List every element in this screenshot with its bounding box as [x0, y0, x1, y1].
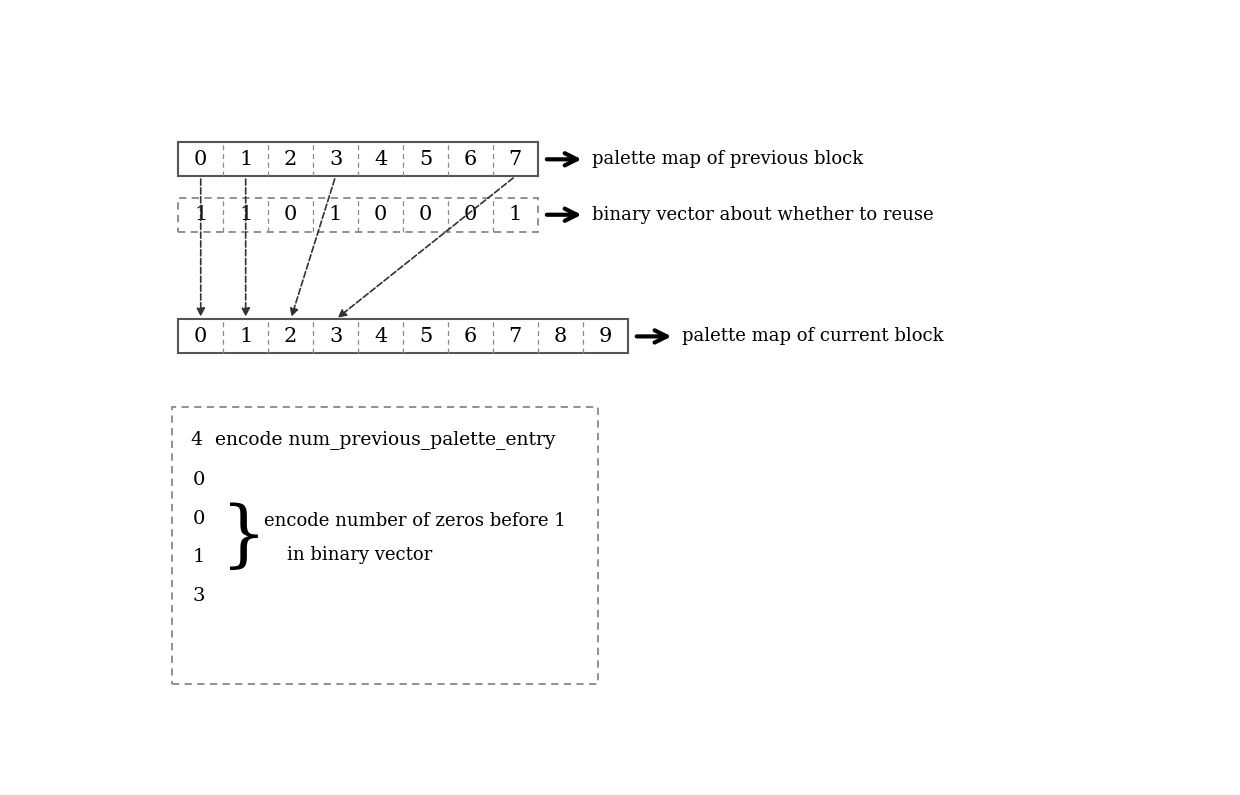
Text: 5: 5: [419, 327, 432, 346]
Text: 0: 0: [193, 149, 207, 169]
Text: 9: 9: [599, 327, 613, 346]
Text: 7: 7: [508, 327, 522, 346]
Text: encode number of zeros before 1: encode number of zeros before 1: [263, 512, 565, 530]
Text: 1: 1: [239, 149, 253, 169]
Text: 2: 2: [284, 149, 298, 169]
Text: }: }: [221, 503, 267, 573]
Text: 3: 3: [329, 327, 342, 346]
Text: 0: 0: [284, 205, 298, 224]
Text: 3: 3: [193, 587, 206, 605]
Text: in binary vector: in binary vector: [286, 546, 432, 564]
Text: 4: 4: [374, 327, 387, 346]
Text: 1: 1: [193, 205, 207, 224]
Text: 1: 1: [193, 549, 206, 566]
Text: palette map of previous block: palette map of previous block: [591, 150, 863, 169]
Text: 0: 0: [373, 205, 387, 224]
Text: 1: 1: [329, 205, 342, 224]
Text: 0: 0: [193, 327, 207, 346]
Text: 0: 0: [193, 471, 206, 490]
Text: 0: 0: [464, 205, 477, 224]
Text: 7: 7: [508, 149, 522, 169]
Text: 8: 8: [554, 327, 567, 346]
Text: 0: 0: [419, 205, 433, 224]
Text: 3: 3: [329, 149, 342, 169]
Text: 1: 1: [508, 205, 522, 224]
Text: palette map of current block: palette map of current block: [682, 328, 944, 345]
Text: 6: 6: [464, 149, 477, 169]
Text: 1: 1: [239, 205, 253, 224]
Text: 4: 4: [374, 149, 387, 169]
Text: 6: 6: [464, 327, 477, 346]
Text: binary vector about whether to reuse: binary vector about whether to reuse: [591, 206, 934, 223]
Text: 5: 5: [419, 149, 432, 169]
Text: 0: 0: [193, 510, 206, 528]
Text: 2: 2: [284, 327, 298, 346]
Text: 4  encode num_previous_palette_entry: 4 encode num_previous_palette_entry: [191, 430, 556, 449]
Text: 1: 1: [239, 327, 253, 346]
